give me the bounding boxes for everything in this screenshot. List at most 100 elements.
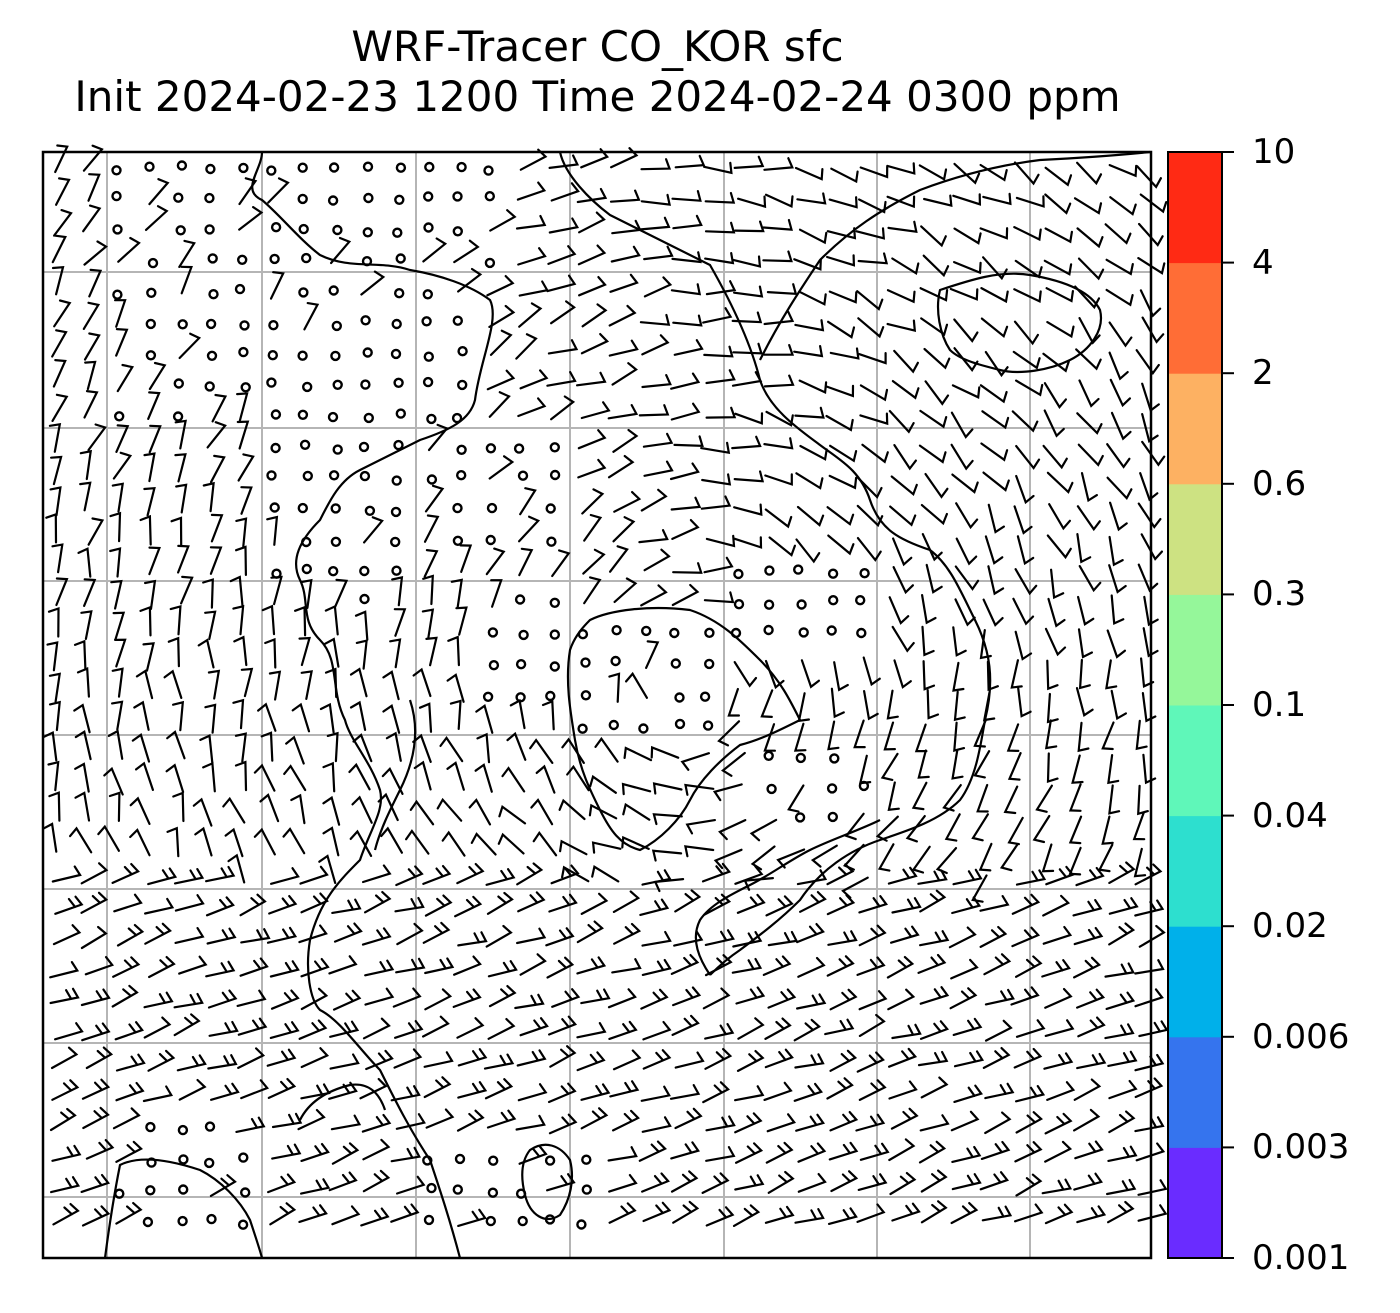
wind-barb xyxy=(80,610,93,640)
wind-barb xyxy=(1141,440,1166,467)
wind-barb xyxy=(920,1200,948,1224)
wind-barb xyxy=(613,491,642,513)
calm-wind-circle xyxy=(454,1153,466,1165)
wind-barb xyxy=(797,1173,827,1193)
wind-barb xyxy=(1015,869,1047,886)
map-title: WRF-Tracer CO_KOR sfc Init 2024-02-23 12… xyxy=(0,22,1195,122)
wind-barb xyxy=(319,702,335,734)
wind-barb xyxy=(52,1203,80,1226)
wind-barb xyxy=(639,313,671,326)
wind-barb xyxy=(1110,689,1127,721)
wind-barb xyxy=(148,546,161,576)
wind-barb xyxy=(518,280,549,297)
colorbar-segment xyxy=(1168,262,1222,374)
wind-barb xyxy=(763,344,795,356)
wind-barb xyxy=(979,384,1008,404)
calm-wind-circle xyxy=(423,1214,435,1226)
wind-barb xyxy=(129,828,151,857)
wind-barb xyxy=(640,193,672,206)
wind-barb xyxy=(197,638,215,669)
wind-barb xyxy=(857,252,889,265)
coastline-river xyxy=(373,699,417,851)
wind-barb xyxy=(285,735,305,765)
wind-barb xyxy=(80,891,109,914)
wind-barb xyxy=(1046,471,1074,494)
wind-barb xyxy=(1015,1019,1046,1038)
wind-barb xyxy=(453,955,482,976)
wind-barb xyxy=(264,637,277,669)
calm-wind-circle xyxy=(827,811,838,823)
wind-barb xyxy=(861,443,889,464)
wind-barb xyxy=(516,862,544,886)
wind-barb xyxy=(862,656,881,687)
wind-barb xyxy=(73,639,87,671)
wind-barb xyxy=(577,429,607,450)
wind-barb xyxy=(144,897,175,915)
calm-wind-circle xyxy=(855,595,866,606)
wind-barb xyxy=(1044,627,1067,657)
wind-barb xyxy=(174,927,205,944)
wind-barb xyxy=(115,1140,143,1163)
wind-barb xyxy=(1108,351,1129,381)
wind-barb xyxy=(979,163,1008,182)
wind-barb xyxy=(385,731,402,762)
wind-barb xyxy=(919,930,950,947)
wind-barb xyxy=(828,1141,859,1161)
wind-barb xyxy=(349,667,368,698)
wind-barb xyxy=(671,251,702,264)
wind-barb xyxy=(210,1082,240,1101)
wind-barb xyxy=(1108,861,1136,884)
wind-barb xyxy=(1104,223,1132,245)
wind-barb xyxy=(457,931,488,947)
wind-barb xyxy=(42,730,58,762)
wind-barb xyxy=(394,1020,424,1039)
wind-barb xyxy=(240,1079,270,1100)
wind-barb xyxy=(204,703,217,734)
wind-barb xyxy=(395,865,424,887)
wind-barb xyxy=(639,216,671,231)
wind-barb xyxy=(393,1048,423,1069)
calm-wind-circle xyxy=(145,1121,156,1133)
wind-barb xyxy=(178,1078,207,1101)
wind-barb xyxy=(763,374,795,388)
calm-wind-circle xyxy=(113,411,125,422)
wind-barb xyxy=(674,1051,705,1069)
wind-barb xyxy=(984,1019,1013,1042)
wind-barb xyxy=(640,158,672,171)
wind-barb xyxy=(1140,533,1163,561)
wind-barb xyxy=(762,955,792,976)
calm-wind-circle xyxy=(549,469,561,481)
wind-barb xyxy=(303,302,320,331)
wind-barb xyxy=(237,1017,268,1036)
wind-barb xyxy=(622,802,651,821)
wind-barb xyxy=(53,209,73,237)
calm-wind-circle xyxy=(205,163,216,175)
wind-barb xyxy=(829,1111,859,1132)
wind-barb xyxy=(300,958,330,978)
wind-barb xyxy=(798,228,828,245)
calm-wind-circle xyxy=(829,753,840,764)
wind-barb xyxy=(955,537,978,566)
calm-wind-circle xyxy=(362,347,373,358)
wind-barb xyxy=(266,1048,297,1067)
wind-barb xyxy=(580,401,611,420)
wind-barb xyxy=(919,889,947,913)
wind-barb xyxy=(580,988,611,1005)
wind-barb xyxy=(83,332,101,361)
wind-barb xyxy=(142,1085,174,1103)
calm-wind-circle xyxy=(172,411,184,422)
calm-wind-circle xyxy=(704,658,715,670)
wind-barb xyxy=(918,1140,947,1164)
wind-barb xyxy=(580,1083,611,1101)
wind-barb xyxy=(117,236,141,263)
wind-barb xyxy=(235,1116,266,1133)
wind-barb xyxy=(1044,719,1058,750)
wind-barbs xyxy=(42,144,1169,1227)
wind-barb xyxy=(322,826,340,857)
wind-barb xyxy=(905,815,926,843)
wind-barb xyxy=(1134,863,1163,886)
wind-barb xyxy=(1050,568,1065,600)
calm-wind-circle xyxy=(359,593,370,605)
wind-barb xyxy=(436,797,463,822)
wind-barb xyxy=(300,1083,331,1100)
